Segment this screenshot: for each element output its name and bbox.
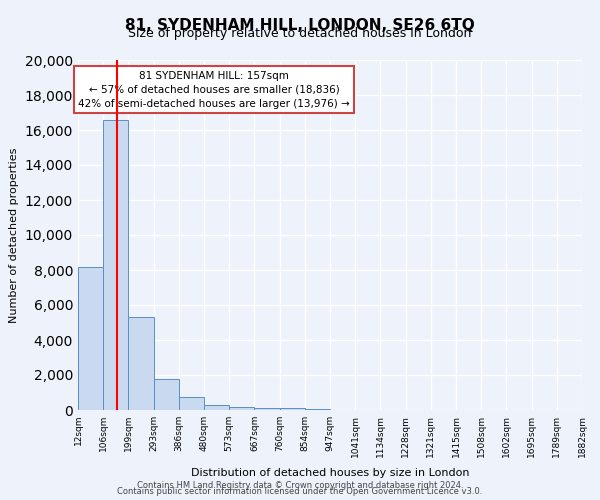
Bar [204, 405, 229, 410]
Bar [229, 407, 254, 410]
Text: 81, SYDENHAM HILL, LONDON, SE26 6TQ: 81, SYDENHAM HILL, LONDON, SE26 6TQ [125, 18, 475, 32]
Text: Contains public sector information licensed under the Open Government Licence v3: Contains public sector information licen… [118, 488, 482, 496]
Bar [179, 397, 204, 410]
Text: Size of property relative to detached houses in London: Size of property relative to detached ho… [128, 28, 472, 40]
Bar [254, 408, 280, 410]
X-axis label: Distribution of detached houses by size in London: Distribution of detached houses by size … [191, 468, 469, 478]
Text: 81 SYDENHAM HILL: 157sqm
← 57% of detached houses are smaller (18,836)
42% of se: 81 SYDENHAM HILL: 157sqm ← 57% of detach… [78, 70, 350, 108]
Bar [128, 318, 154, 410]
Y-axis label: Number of detached properties: Number of detached properties [9, 148, 19, 322]
Bar [305, 409, 330, 410]
Text: Contains HM Land Registry data © Crown copyright and database right 2024.: Contains HM Land Registry data © Crown c… [137, 481, 463, 490]
Bar [78, 266, 103, 410]
Bar [154, 380, 179, 410]
Bar [280, 408, 305, 410]
Bar [103, 120, 128, 410]
